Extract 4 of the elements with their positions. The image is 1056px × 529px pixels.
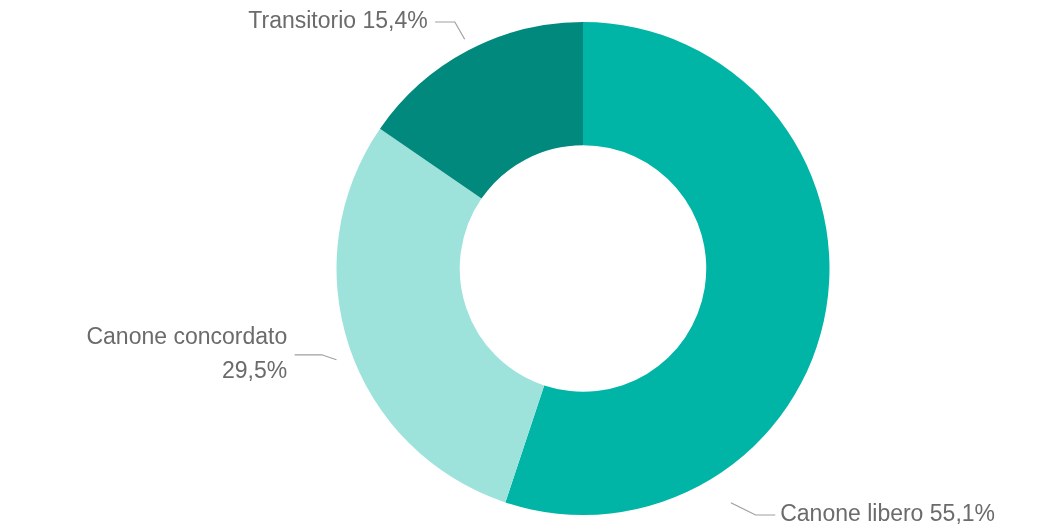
data-label: 29,5% xyxy=(221,357,288,384)
slice-label: Transitorio 15,4% xyxy=(248,7,428,34)
slice-label: Canone libero 55,1% xyxy=(780,500,996,527)
slice-label: Canone concordato xyxy=(86,323,288,350)
